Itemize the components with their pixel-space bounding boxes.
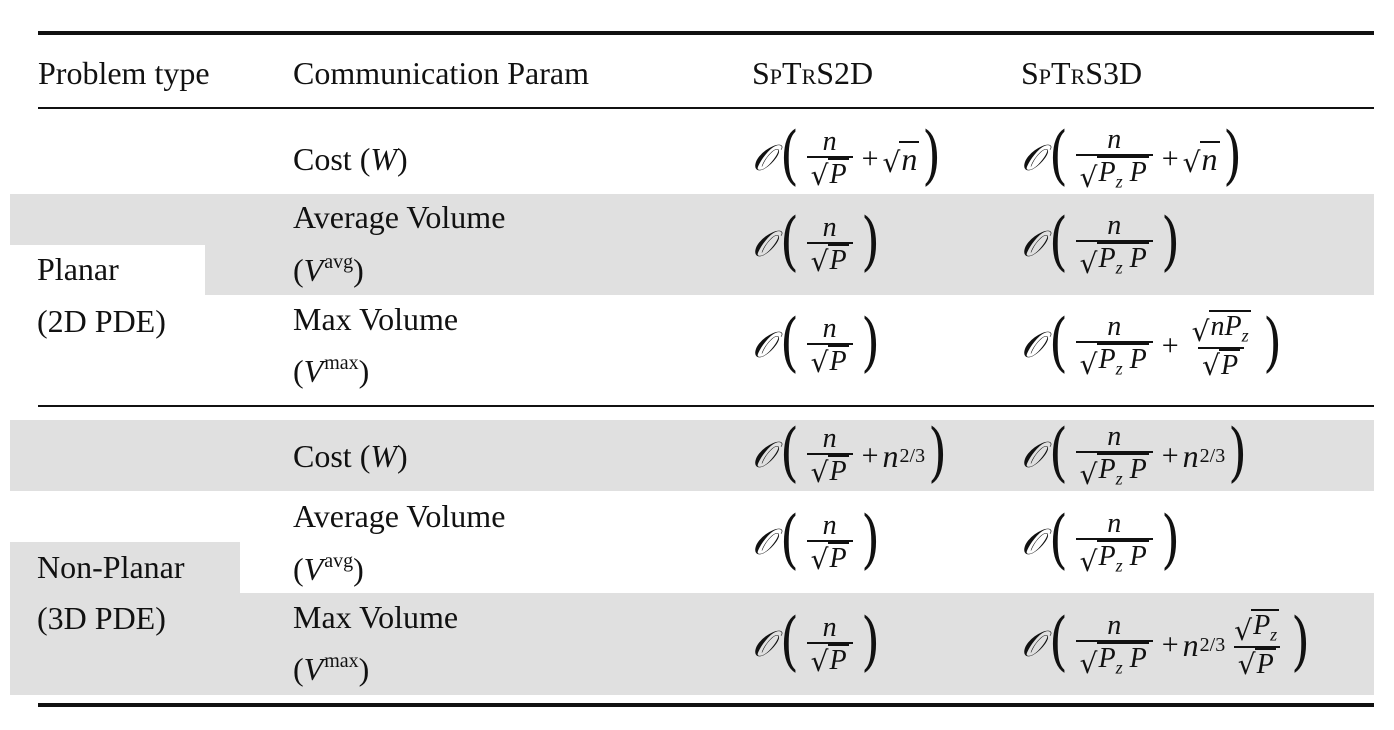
param-cost-text: Cost (W) — [293, 141, 408, 177]
formula-planar-cost-3d: 𝒪( n √ Pz P + √ n ) — [1021, 119, 1242, 194]
param-max-line1: Max Volume — [293, 301, 459, 337]
formula-planar-max-3d: 𝒪( n √ Pz P + √ nPz √ P ) — [1021, 306, 1282, 383]
shade-nonplanar-cost — [10, 420, 1374, 491]
formula-nonplanar-avg-3d: 𝒪( n √ Pz P ) — [1021, 503, 1180, 578]
header-comm-param: Communication Param — [293, 55, 589, 91]
formula-planar-cost-2d: 𝒪( n √ P + √ n ) — [752, 119, 942, 193]
formula-nonplanar-cost-3d: 𝒪( n √ Pz P + n 2/3 ) — [1021, 416, 1248, 491]
header-problem-type: Problem type — [38, 55, 210, 91]
param-max-3d-line2: (Vmax) — [293, 650, 370, 687]
header-rule — [38, 107, 1374, 109]
param-avg-3d-line1: Average Volume — [293, 498, 506, 534]
type-planar-sub: (2D PDE) — [37, 303, 166, 339]
planar-label-bg — [10, 245, 205, 295]
param-max-3d-line1: Max Volume — [293, 599, 459, 635]
param-avg-3d-line2: (Vavg) — [293, 550, 364, 587]
top-rule — [38, 31, 1374, 35]
formula-planar-max-2d: 𝒪( n √ P ) — [752, 306, 880, 380]
header-sptrs2d: SpTrS2D — [752, 55, 874, 91]
param-avg-line2: (Vavg) — [293, 251, 364, 288]
shade-planar-avg — [10, 194, 1374, 295]
section-rule — [38, 405, 1374, 407]
param-cost: Cost (W) — [293, 143, 408, 175]
formula-nonplanar-avg-2d: 𝒪( n √ P ) — [752, 503, 880, 577]
param-avg-line1: Average Volume — [293, 199, 506, 235]
param-cost-3d: Cost (W) — [293, 440, 408, 472]
type-nonplanar: Non-Planar — [37, 549, 185, 585]
param-cost-3d-text: Cost (W) — [293, 438, 408, 474]
formula-nonplanar-cost-2d: 𝒪( n √ P + n 2/3 ) — [752, 416, 947, 490]
type-planar: Planar — [37, 251, 119, 287]
shade-nonplanar-label — [10, 542, 240, 593]
param-max-line2: (Vmax) — [293, 352, 370, 389]
formula-planar-avg-3d: 𝒪( n √ Pz P ) — [1021, 205, 1180, 280]
formula-nonplanar-max-2d: 𝒪( n √ P ) — [752, 605, 880, 679]
formula-nonplanar-max-3d: 𝒪( n √ Pz P + n 2/3 √ Pz √ P ) — [1021, 605, 1311, 682]
bottom-rule — [38, 703, 1374, 707]
header-sptrs3d: SpTrS3D — [1021, 55, 1143, 91]
type-nonplanar-sub: (3D PDE) — [37, 600, 166, 636]
formula-planar-avg-2d: 𝒪( n √ P ) — [752, 205, 880, 279]
